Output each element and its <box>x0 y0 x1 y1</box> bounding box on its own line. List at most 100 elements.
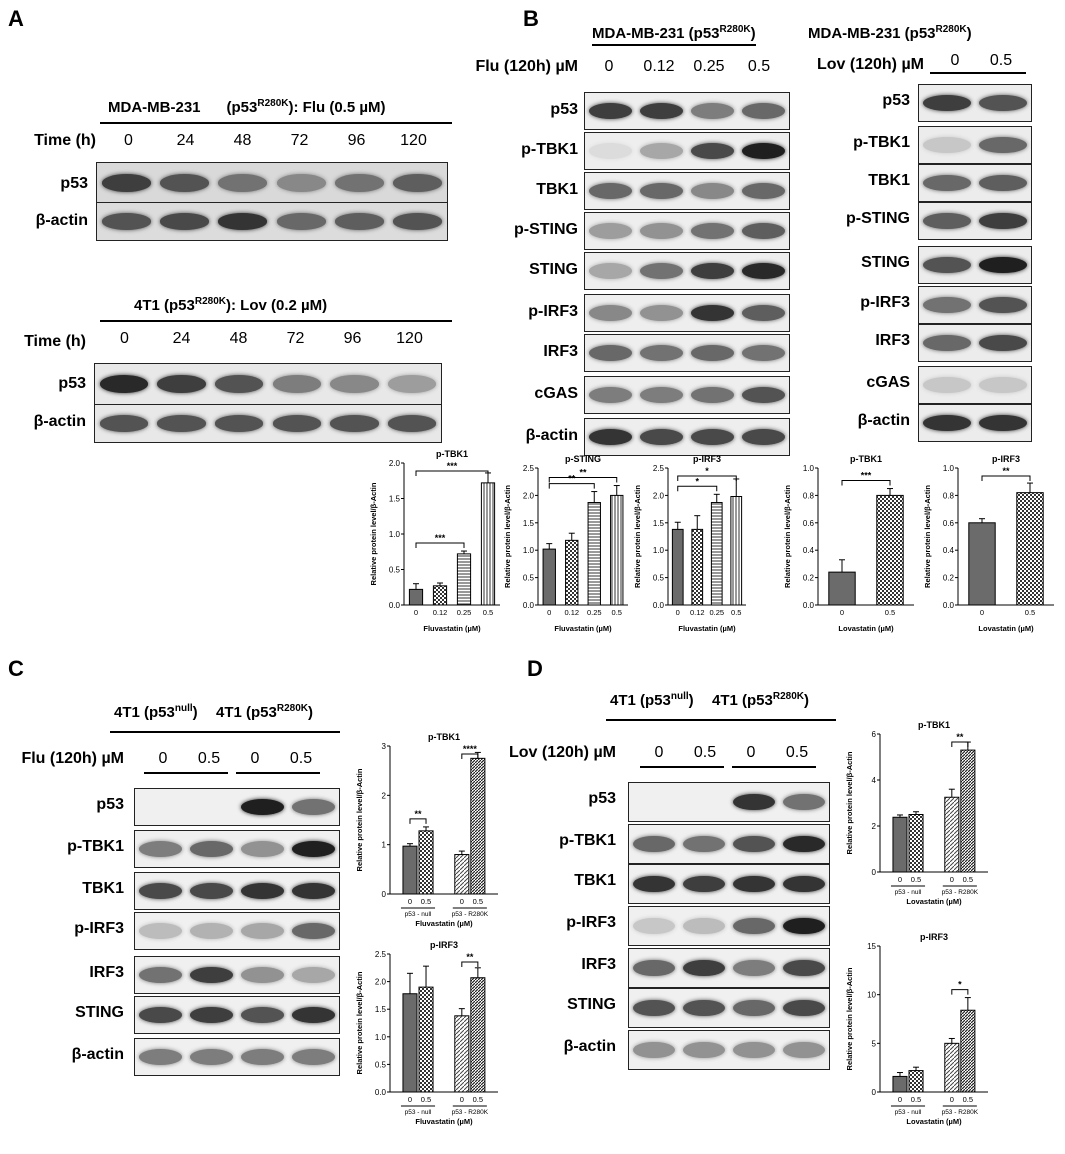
C-blot-6 <box>134 1038 340 1076</box>
grp1-D-sup: null <box>670 691 689 702</box>
C-blot-6-band <box>241 1049 284 1065</box>
a-bottom-blot-actin <box>94 404 442 443</box>
a-bottom-time: 72 <box>286 330 305 347</box>
b-right-row-8: β-actin <box>857 412 910 429</box>
chart-1-ytick-label: 2.0 <box>523 491 535 500</box>
chart-4-sig-bracket <box>981 475 1031 481</box>
chart-1-bar <box>565 539 579 606</box>
chart-1-sig-label: ** <box>579 468 587 478</box>
a-bottom-row-p53: p53 <box>58 375 86 392</box>
a-top-blot-p53-band <box>218 174 268 192</box>
chart-7-group-label: p53 - null <box>895 889 922 896</box>
chart-2-sig-label: * <box>695 476 699 486</box>
chart-8-xlabel: Lovastatin (µM) <box>906 1117 962 1126</box>
D-row-1: p-TBK1 <box>559 832 616 849</box>
C-blot-4 <box>134 956 340 994</box>
b-right-blot-7-band <box>923 377 971 393</box>
chart-8-ytick-label: 10 <box>867 991 876 1000</box>
D-blot-5-band <box>633 999 675 1017</box>
a-bottom-blot-p53-band <box>99 375 149 393</box>
chart-3-sig-label: *** <box>861 471 872 481</box>
D-dose: 0.5 <box>693 744 717 761</box>
C-blot-1-band <box>241 841 284 857</box>
grp1-C-underline <box>110 731 228 733</box>
b-left-row-0: p53 <box>550 101 578 118</box>
a-bottom-time: 48 <box>229 330 248 347</box>
b-left-blot-0 <box>584 92 790 130</box>
b-left-header-text: MDA-MB-231 (p53 <box>592 25 720 42</box>
b-left-blot-5-band <box>742 305 785 321</box>
C-dose: 0.5 <box>289 750 313 767</box>
chart-0-xtick-label: 0 <box>414 608 418 617</box>
C-treat-label: Flu (120h) µM <box>21 750 124 767</box>
chart-2-sig-bracket <box>677 475 737 481</box>
chart-5-ylabel: Relative protein level/β-Actin <box>355 768 364 871</box>
b-left-blot-1 <box>584 132 790 170</box>
b-left-blot-8-band <box>691 429 734 445</box>
D-blot-3-band <box>633 917 675 935</box>
a-top-blot-actin-band <box>218 213 268 230</box>
chart-8-sig-label: * <box>958 980 962 990</box>
grp2-C: 4T1 (p53R280K) <box>216 703 313 721</box>
D-blot-4-band <box>633 959 675 977</box>
D-blot-2-band <box>733 875 775 893</box>
chart-3-ytick-label: 0.0 <box>803 601 815 610</box>
b-left-blot-0-band <box>691 103 734 119</box>
b-left-blot-2-band <box>640 183 683 199</box>
C-blot-0-band <box>292 799 335 815</box>
chart-0-sig-bracket <box>415 542 465 549</box>
b-left-row-4: STING <box>529 261 578 278</box>
chart-6-bar <box>402 993 418 1093</box>
C-row-6: β-actin <box>71 1046 124 1063</box>
b-right-blot-5-band <box>979 297 1027 313</box>
b-left-blot-5-band <box>691 305 734 321</box>
chart-2-xtick-label: 0.12 <box>690 608 705 617</box>
chart-1-ytick-label: 2.5 <box>523 464 535 473</box>
a-top-time: 120 <box>400 132 427 149</box>
a-top-time: 24 <box>176 132 195 149</box>
chart-8-bar <box>892 1075 908 1093</box>
chart-2-xtick-label: 0.5 <box>731 608 741 617</box>
b-left-treat-label: Flu (120h) µM <box>475 58 578 75</box>
a-bottom-header-sup: R280K <box>194 296 226 307</box>
chart-3-sig-bracket <box>841 480 891 486</box>
D-blot-3-band <box>783 917 825 935</box>
b-left-blot-6-band <box>691 345 734 361</box>
b-left-blot-8-band <box>742 429 785 445</box>
chart-5-ytick-label: 3 <box>382 742 387 751</box>
a-top-blot-actin-band <box>393 213 443 230</box>
a-bottom-blot-p53 <box>94 363 442 405</box>
chart-6-xtick-label: 0 <box>460 1095 464 1104</box>
a-top-row-actin: β-actin <box>35 212 88 229</box>
chart-5-sig-label: ** <box>414 809 422 819</box>
b-right-blot-3-band <box>979 213 1027 229</box>
chart-0-ytick-label: 0.0 <box>389 601 401 610</box>
a-top-blot-actin-band <box>160 213 209 230</box>
a-top-blot-p53-band <box>276 174 326 192</box>
b-left-row-1: p-TBK1 <box>521 141 578 158</box>
b-right-blot-1-band <box>979 137 1027 153</box>
chart-1-ytick-label: 0.0 <box>523 601 535 610</box>
a-bottom-blot-actin-band <box>272 415 322 432</box>
chart-3-ylabel: Relative protein level/β-Actin <box>783 485 792 588</box>
C-blot-3-band <box>139 923 182 939</box>
chart-8-bar <box>908 1070 924 1093</box>
b-right-treat-label: Lov (120h) µM <box>816 56 924 73</box>
b-right-blot-8 <box>918 404 1032 442</box>
chart-5-bar <box>470 757 486 895</box>
chart-3: p-TBK1 0.0 0.2 0.4 0.6 0.8 1.0 Relative protein… <box>783 454 914 633</box>
grp1-D-end: ) <box>688 692 694 709</box>
chart-0-ytick-label: 1.5 <box>389 495 401 504</box>
b-right-blot-0 <box>918 84 1032 122</box>
grp1-C-sup: null <box>174 703 193 714</box>
b-left-blot-1-band <box>691 143 734 159</box>
chart-4-xtick-label: 0.5 <box>1025 608 1035 617</box>
chart-1-title: p-STING <box>565 454 601 464</box>
b-left-dose: 0.5 <box>747 58 771 75</box>
C-blot-5-band <box>292 1007 335 1023</box>
a-bottom-blot-p53-band <box>157 375 206 393</box>
C-row-1: p-TBK1 <box>67 838 124 855</box>
chart-1-ytick-label: 1.0 <box>523 546 535 555</box>
b-left-blot-6-band <box>640 345 683 361</box>
chart-8-ytick-label: 5 <box>872 1039 877 1048</box>
